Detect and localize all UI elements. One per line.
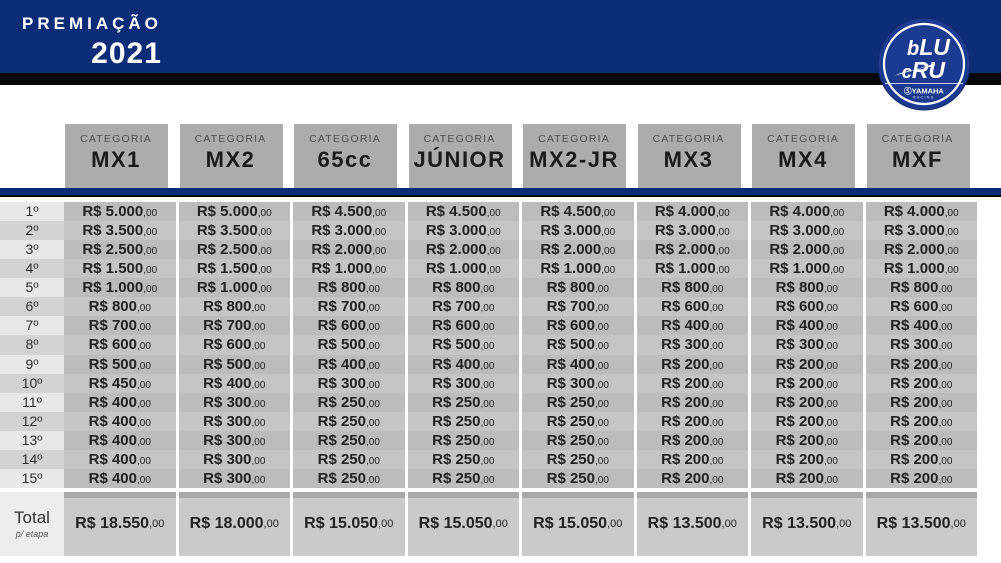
svg-text:RACING: RACING: [913, 96, 935, 100]
svg-text:ⓈYAMAHA: ⓈYAMAHA: [904, 86, 944, 96]
